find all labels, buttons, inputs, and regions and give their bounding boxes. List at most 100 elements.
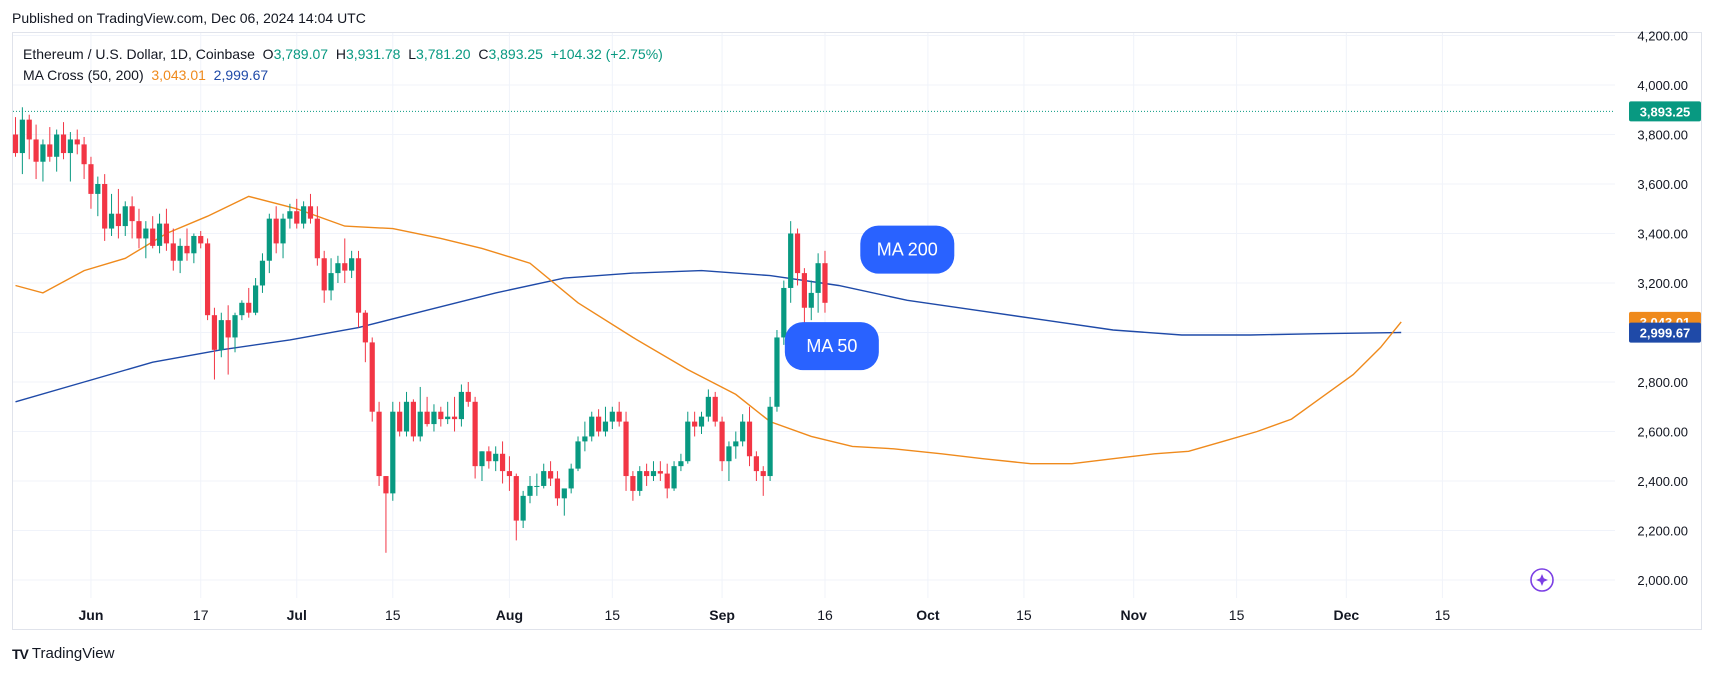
candle[interactable]	[328, 258, 334, 301]
candle[interactable]	[376, 401, 382, 486]
candle[interactable]	[801, 268, 807, 328]
candle[interactable]	[575, 436, 581, 472]
candle[interactable]	[88, 156, 94, 209]
candle[interactable]	[506, 456, 513, 491]
candle[interactable]	[383, 476, 389, 553]
candle[interactable]	[513, 473, 519, 541]
candle[interactable]	[808, 280, 814, 321]
candle[interactable]	[355, 250, 362, 328]
candle[interactable]	[637, 466, 643, 496]
candle[interactable]	[822, 250, 828, 313]
candle[interactable]	[170, 228, 176, 271]
candle[interactable]	[644, 463, 650, 486]
candle[interactable]	[657, 461, 663, 481]
candle[interactable]	[307, 193, 314, 224]
candle[interactable]	[499, 441, 506, 484]
candle[interactable]	[129, 196, 135, 239]
candle[interactable]	[746, 406, 753, 467]
candle[interactable]	[671, 461, 677, 491]
candle[interactable]	[568, 463, 574, 494]
candle[interactable]	[602, 406, 609, 437]
candle[interactable]	[527, 476, 533, 504]
candle[interactable]	[431, 404, 437, 432]
candle[interactable]	[273, 206, 279, 254]
candle[interactable]	[26, 114, 32, 160]
candle[interactable]	[74, 129, 80, 155]
candle[interactable]	[232, 312, 238, 353]
candle[interactable]	[47, 127, 53, 162]
candle[interactable]	[410, 399, 416, 442]
candle[interactable]	[321, 250, 327, 303]
candle[interactable]	[349, 250, 355, 279]
candle[interactable]	[362, 310, 368, 363]
candle[interactable]	[719, 416, 725, 472]
candle[interactable]	[664, 463, 670, 499]
candle[interactable]	[211, 307, 218, 380]
candle[interactable]	[335, 255, 341, 283]
candle[interactable]	[369, 337, 375, 422]
candle[interactable]	[60, 122, 67, 160]
candle[interactable]	[136, 208, 142, 249]
candle[interactable]	[815, 253, 821, 313]
candle[interactable]	[294, 198, 300, 229]
candle[interactable]	[740, 414, 746, 447]
candle[interactable]	[280, 213, 286, 259]
candle[interactable]	[589, 411, 595, 442]
candle[interactable]	[143, 221, 149, 259]
candle[interactable]	[102, 174, 108, 241]
candle[interactable]	[122, 201, 128, 236]
candle[interactable]	[760, 466, 766, 496]
candle[interactable]	[95, 176, 101, 217]
symbol-title[interactable]: Ethereum / U.S. Dollar, 1D, Coinbase	[23, 46, 255, 62]
candle[interactable]	[705, 389, 711, 422]
candle[interactable]	[239, 300, 245, 321]
candle[interactable]	[342, 238, 348, 283]
candle[interactable]	[493, 446, 499, 472]
candle[interactable]	[266, 213, 272, 274]
candle[interactable]	[794, 228, 801, 286]
candle[interactable]	[678, 453, 684, 472]
annotation-badge[interactable]: MA 50	[784, 322, 879, 371]
sparkle-icon[interactable]	[1530, 568, 1554, 592]
candle[interactable]	[424, 396, 430, 427]
candle[interactable]	[451, 396, 458, 432]
candle[interactable]	[397, 401, 403, 437]
candle[interactable]	[40, 139, 46, 182]
candle[interactable]	[733, 431, 739, 459]
candle[interactable]	[403, 391, 410, 437]
candle[interactable]	[685, 411, 691, 464]
candle[interactable]	[314, 206, 320, 266]
candle[interactable]	[67, 132, 73, 182]
candle[interactable]	[19, 107, 25, 175]
candle[interactable]	[616, 401, 622, 427]
candle[interactable]	[156, 213, 163, 254]
candle[interactable]	[301, 201, 307, 229]
candle[interactable]	[390, 401, 396, 501]
candle[interactable]	[191, 233, 197, 264]
footer[interactable]: TV TradingView	[12, 645, 114, 662]
ma200-line[interactable]	[15, 269, 1402, 403]
candle[interactable]	[547, 461, 554, 486]
candle[interactable]	[788, 221, 794, 303]
candle[interactable]	[753, 451, 759, 481]
candle[interactable]	[438, 406, 444, 427]
candle[interactable]	[650, 461, 657, 481]
candle[interactable]	[198, 231, 204, 249]
candle[interactable]	[108, 193, 115, 236]
candle[interactable]	[246, 287, 252, 318]
candle[interactable]	[417, 386, 423, 442]
candle[interactable]	[115, 188, 121, 239]
candle[interactable]	[698, 411, 705, 434]
candle[interactable]	[225, 305, 231, 375]
candle[interactable]	[541, 463, 547, 489]
candle[interactable]	[554, 471, 561, 506]
candle[interactable]	[596, 409, 602, 437]
candle[interactable]	[712, 391, 718, 427]
candle[interactable]	[630, 471, 636, 501]
candle[interactable]	[253, 278, 259, 316]
candle[interactable]	[54, 129, 60, 172]
candle[interactable]	[458, 384, 464, 427]
candle[interactable]	[12, 117, 19, 157]
candle[interactable]	[520, 490, 526, 529]
candle[interactable]	[561, 488, 567, 516]
